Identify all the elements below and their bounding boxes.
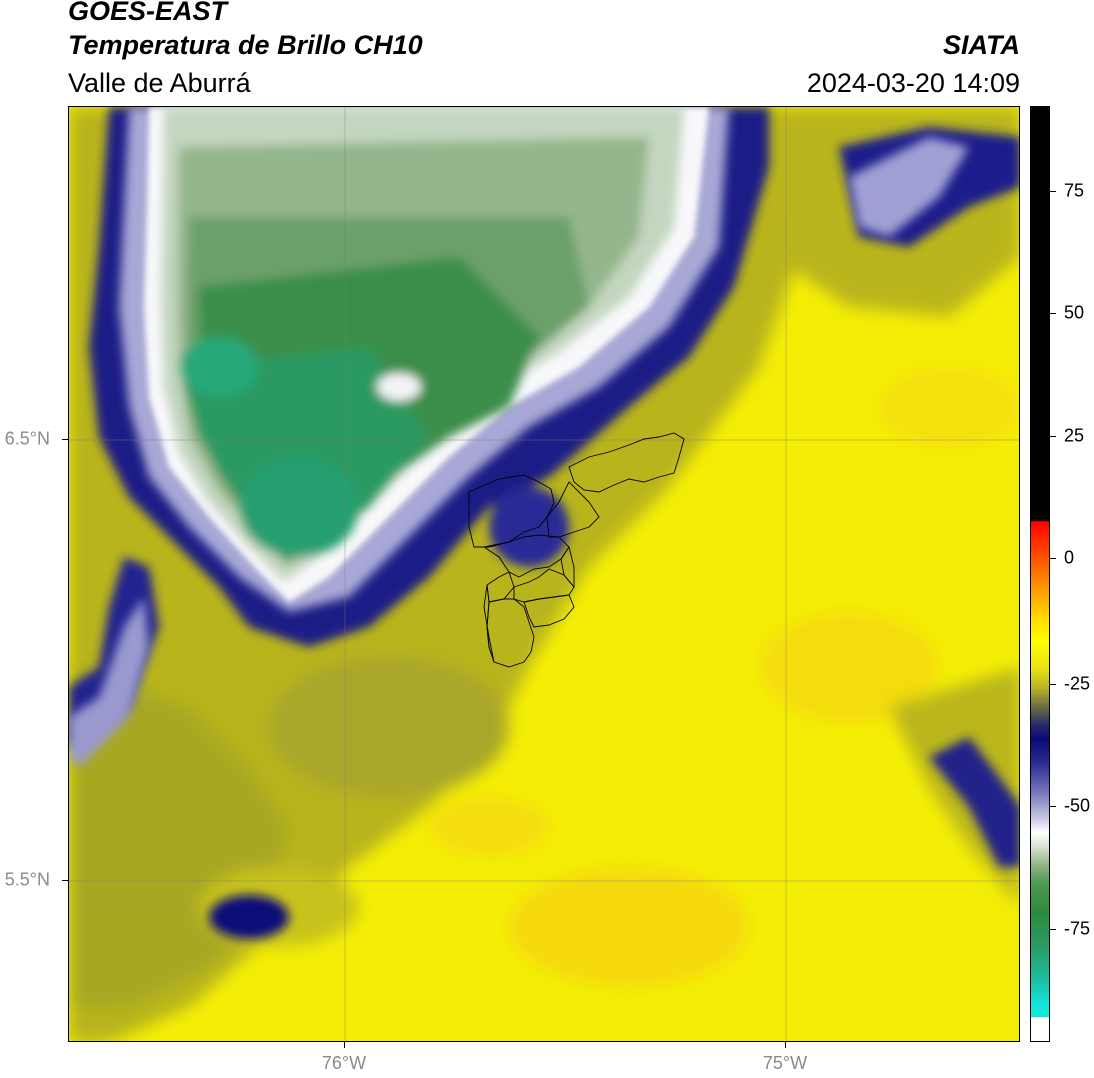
graticule <box>69 107 1019 1041</box>
colorbar-tick-label: 0 <box>1064 547 1075 568</box>
temperature-colorbar <box>1030 106 1050 1042</box>
colorbar-tick-mark <box>1050 806 1056 807</box>
lon-tick-label: 75°W <box>762 1053 808 1073</box>
lat-tick-label: 6.5°N <box>4 428 50 449</box>
lat-tick-mark <box>62 439 68 440</box>
colorbar-tick-mark <box>1050 191 1056 192</box>
brightness-temperature-map <box>68 106 1020 1042</box>
colorbar-tick-label: -25 <box>1064 673 1091 694</box>
lon-tick-label: 76°W <box>321 1053 367 1073</box>
colorbar-gradient <box>1031 107 1049 1041</box>
green-cloud-top <box>161 107 684 582</box>
lon-tick-mark <box>344 1042 345 1048</box>
municipality-outline <box>513 568 575 603</box>
lat-tick-label: 5.5°N <box>4 869 50 890</box>
municipality-outline <box>523 594 575 628</box>
colorbar-tick-label: -75 <box>1064 918 1091 939</box>
municipality-boundaries <box>468 432 685 668</box>
colorbar-tick-label: -50 <box>1064 795 1091 816</box>
colorbar-tick-label: 50 <box>1064 302 1085 323</box>
colorbar-tick-label: 75 <box>1064 180 1085 201</box>
region-label: Valle de Aburrá <box>68 68 251 98</box>
municipality-outline <box>468 474 555 548</box>
colorbar-tick-mark <box>1050 436 1056 437</box>
product-subtitle: Temperatura de Brillo CH10 <box>68 30 423 60</box>
colorbar-tick-label: 25 <box>1064 425 1085 446</box>
lat-tick-mark <box>62 880 68 881</box>
map-raster <box>69 107 1019 1041</box>
municipality-outline <box>560 545 575 589</box>
colorbar-tick-mark <box>1050 929 1056 930</box>
agency-label: SIATA <box>943 30 1020 60</box>
colorbar-tick-mark <box>1050 684 1056 685</box>
warm-patches <box>429 367 1019 987</box>
municipality-outline <box>483 584 495 663</box>
timestamp-label: 2024-03-20 14:09 <box>806 68 1020 98</box>
municipality-outline <box>568 432 685 493</box>
product-title: GOES-EAST <box>68 0 228 26</box>
colorbar-tick-mark <box>1050 558 1056 559</box>
colorbar-tick-mark <box>1050 313 1056 314</box>
lon-tick-mark <box>785 1042 786 1048</box>
